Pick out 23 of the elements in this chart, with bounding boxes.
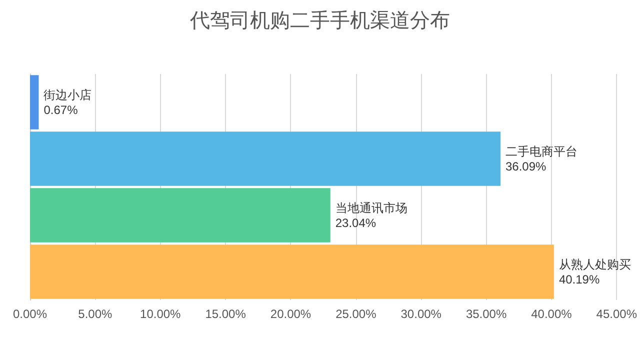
bar bbox=[30, 132, 500, 186]
x-tick-label: 20.00% bbox=[270, 307, 312, 321]
x-tick-label: 25.00% bbox=[336, 307, 377, 321]
x-tick-label: 45.00% bbox=[596, 307, 638, 321]
chart-title: 代驾司机购二手手机渠道分布 bbox=[189, 10, 450, 32]
x-tick-label: 40.00% bbox=[531, 307, 572, 321]
y-tick-label: 从熟人处购买 bbox=[558, 257, 631, 272]
bar bbox=[30, 188, 330, 242]
x-tick-label: 10.00% bbox=[140, 307, 182, 321]
x-tick-label: 35.00% bbox=[466, 307, 507, 321]
data-label: 0.67% bbox=[44, 102, 78, 117]
x-tick-label: 30.00% bbox=[400, 307, 442, 321]
y-tick-label: 街边小店 bbox=[44, 88, 92, 102]
y-tick-label: 当地通讯市场 bbox=[335, 200, 408, 215]
y-tick-label: 二手电商平台 bbox=[505, 144, 578, 158]
data-label: 23.04% bbox=[335, 216, 376, 230]
bar bbox=[30, 75, 39, 130]
data-label: 36.09% bbox=[505, 159, 547, 174]
data-label: 40.19% bbox=[558, 272, 600, 286]
x-tick-label: 0.00% bbox=[12, 307, 48, 321]
bar bbox=[30, 244, 554, 299]
x-tick-label: 15.00% bbox=[205, 307, 246, 321]
x-tick-label: 5.00% bbox=[78, 307, 113, 321]
